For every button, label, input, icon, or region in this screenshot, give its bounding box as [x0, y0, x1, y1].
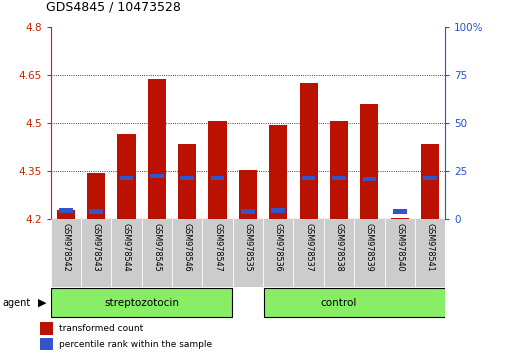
Text: percentile rank within the sample: percentile rank within the sample — [59, 340, 212, 349]
FancyBboxPatch shape — [51, 288, 232, 317]
Bar — [392, 209, 406, 213]
Text: GSM978543: GSM978543 — [91, 223, 100, 272]
Text: GSM978536: GSM978536 — [273, 223, 282, 272]
Bar — [208, 121, 226, 219]
Bar — [241, 209, 255, 213]
Text: GSM978547: GSM978547 — [213, 223, 222, 272]
Bar — [89, 209, 103, 213]
Bar — [120, 176, 133, 181]
Text: agent: agent — [3, 298, 31, 308]
Bar — [50, 219, 81, 287]
Bar — [238, 170, 257, 219]
Bar — [111, 219, 141, 287]
Bar — [384, 219, 414, 287]
Bar — [40, 338, 53, 350]
Text: GSM978545: GSM978545 — [152, 223, 161, 272]
Text: transformed count: transformed count — [59, 324, 143, 333]
Bar — [423, 176, 436, 181]
Bar — [354, 219, 384, 287]
Text: GDS4845 / 10473528: GDS4845 / 10473528 — [45, 1, 180, 13]
Bar — [232, 219, 263, 287]
Text: GSM978542: GSM978542 — [61, 223, 70, 272]
Bar — [178, 144, 196, 219]
Bar — [202, 219, 232, 287]
Text: GSM978539: GSM978539 — [364, 223, 373, 272]
FancyBboxPatch shape — [263, 288, 474, 317]
Bar — [180, 176, 194, 181]
Text: GSM978540: GSM978540 — [394, 223, 403, 272]
Bar — [59, 209, 73, 213]
Text: GSM978546: GSM978546 — [182, 223, 191, 272]
Bar — [293, 219, 323, 287]
Bar — [263, 219, 293, 287]
Text: streptozotocin: streptozotocin — [104, 298, 179, 308]
Bar — [150, 174, 164, 178]
Bar — [329, 121, 347, 219]
Text: GSM978538: GSM978538 — [334, 223, 343, 272]
Text: control: control — [320, 298, 357, 308]
Text: GSM978537: GSM978537 — [304, 223, 313, 272]
Text: ▶: ▶ — [38, 298, 46, 308]
Bar — [323, 219, 353, 287]
Text: GSM978541: GSM978541 — [425, 223, 434, 272]
Bar — [332, 176, 345, 180]
Bar — [390, 218, 408, 219]
Text: GSM978535: GSM978535 — [243, 223, 252, 272]
Bar — [172, 219, 202, 287]
Bar — [81, 219, 111, 287]
Bar — [147, 79, 166, 219]
Bar — [271, 209, 285, 213]
Bar — [40, 322, 53, 335]
Bar — [269, 125, 287, 219]
Bar — [211, 176, 224, 181]
Bar — [141, 219, 172, 287]
Bar — [301, 176, 315, 180]
Text: GSM978544: GSM978544 — [122, 223, 131, 272]
Bar — [414, 219, 444, 287]
Bar — [362, 177, 376, 181]
Bar — [420, 144, 438, 219]
Bar — [87, 173, 105, 219]
Bar — [360, 104, 378, 219]
Bar — [299, 83, 317, 219]
Bar — [57, 211, 75, 219]
Bar — [117, 134, 135, 219]
